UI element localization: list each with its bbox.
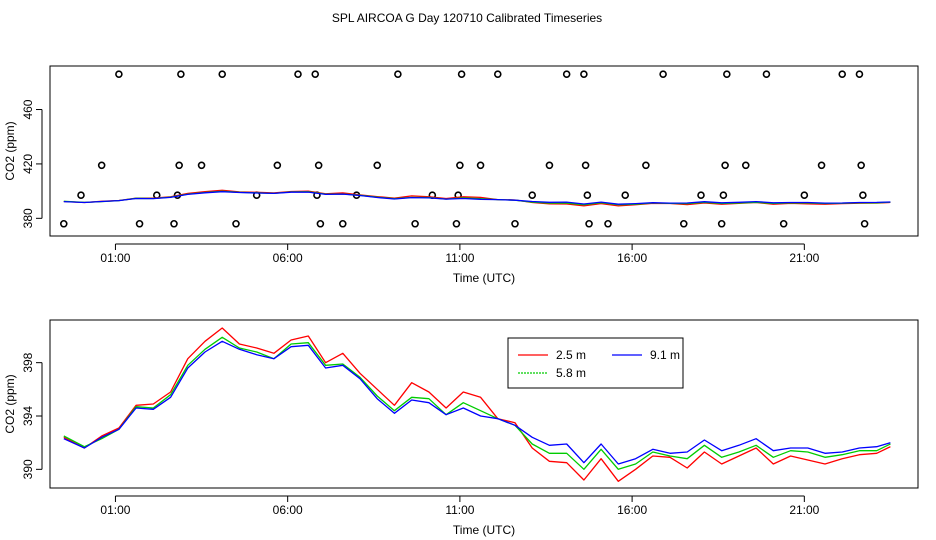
- scatter-point: [604, 219, 612, 228]
- legend-label-2-5m: 2.5 m: [556, 348, 586, 362]
- scatter-point: [411, 219, 419, 228]
- bottom-axes: 01:00 06:00 11:00 16:00 21:00 390 394 398: [21, 352, 820, 517]
- scatter-point: [562, 70, 571, 78]
- top-x-tick-label: 11:00: [445, 251, 474, 265]
- bottom-plot-frame: [49, 319, 919, 489]
- bottom-series-lines: [63, 327, 891, 482]
- scatter-point: [580, 70, 588, 78]
- scatter-point: [679, 219, 688, 228]
- scatter-point: [311, 70, 320, 78]
- top-x-tick-label: 06:00: [273, 251, 303, 265]
- series-line-9-1-m: [63, 340, 891, 465]
- top-x-tick-label: 16:00: [617, 251, 647, 265]
- scatter-point: [115, 70, 123, 78]
- scatter-point: [528, 191, 537, 199]
- scatter-point: [273, 161, 282, 170]
- top-y-tick-label: 420: [21, 154, 35, 174]
- scatter-point: [779, 219, 788, 228]
- scatter-point: [659, 70, 667, 78]
- scatter-point: [721, 161, 729, 170]
- top-y-tick-label: 460: [21, 99, 35, 119]
- scatter-point: [621, 191, 630, 199]
- scatter-point: [197, 161, 206, 170]
- scatter-point: [511, 219, 519, 228]
- legend-label-9-1m: 9.1 m: [650, 348, 680, 362]
- top-x-axis-label: Time (UTC): [453, 271, 515, 285]
- scatter-point: [77, 191, 85, 199]
- scatter-point: [585, 219, 593, 228]
- scatter-point: [476, 161, 485, 170]
- bottom-x-tick-label: 11:00: [445, 503, 474, 517]
- scatter-point: [860, 219, 869, 228]
- series-line-5-8-m: [63, 336, 891, 470]
- series-line-2-5-m: [63, 327, 891, 482]
- bottom-x-axis-label: Time (UTC): [453, 523, 515, 537]
- legend-label-5-8m: 5.8 m: [556, 366, 586, 380]
- chart-title: SPL AIRCOA G Day 120710 Calibrated Times…: [332, 11, 602, 25]
- scatter-point: [59, 219, 68, 228]
- scatter-point: [545, 161, 554, 170]
- scatter-point: [314, 161, 323, 170]
- bottom-y-tick-label: 394: [21, 406, 35, 426]
- bottom-y-tick-label: 398: [21, 352, 35, 372]
- scatter-point: [697, 191, 705, 199]
- bottom-x-tick-label: 01:00: [100, 503, 130, 517]
- scatter-point: [338, 219, 347, 228]
- top-x-tick-label: 21:00: [789, 251, 819, 265]
- scatter-point: [97, 161, 106, 170]
- scatter-point: [135, 219, 144, 228]
- top-series-line-9-1-m: [63, 191, 891, 205]
- scatter-point: [717, 219, 726, 228]
- scatter-point: [218, 70, 227, 78]
- top-axes: 01:00 06:00 11:00 16:00 21:00 380 420 460: [21, 99, 820, 265]
- scatter-point: [817, 161, 826, 170]
- scatter-point: [800, 191, 809, 199]
- scatter-point: [294, 70, 302, 78]
- top-y-tick-label: 380: [21, 208, 35, 228]
- scatter-point: [452, 219, 461, 228]
- legend-box: [507, 337, 684, 389]
- top-x-tick-label: 01:00: [100, 251, 130, 265]
- scatter-point: [741, 161, 750, 170]
- legend: 2.5 m 9.1 m 5.8 m: [507, 337, 684, 389]
- scatter-point: [177, 70, 185, 78]
- scatter-point: [723, 70, 731, 78]
- bottom-x-tick-label: 06:00: [273, 503, 303, 517]
- scatter-point: [170, 219, 178, 228]
- top-y-axis-label: CO2 (ppm): [3, 121, 17, 180]
- scatter-point: [232, 219, 240, 228]
- scatter-point: [457, 70, 466, 78]
- scatter-point: [838, 70, 847, 78]
- scatter-point: [642, 161, 650, 170]
- scatter-point: [762, 70, 771, 78]
- scatter-point: [581, 161, 590, 170]
- bottom-y-tick-label: 390: [21, 459, 35, 479]
- scatter-point: [316, 219, 325, 228]
- bottom-x-tick-label: 21:00: [789, 503, 819, 517]
- scatter-point: [719, 191, 728, 199]
- top-plot-frame: [49, 65, 919, 237]
- top-scatter-points: [59, 70, 869, 228]
- scatter-point: [855, 70, 864, 78]
- scatter-point: [583, 191, 592, 199]
- scatter-point: [373, 161, 382, 170]
- scatter-point: [456, 161, 464, 170]
- scatter-point: [859, 191, 867, 199]
- bottom-y-axis-label: CO2 (ppm): [3, 374, 17, 433]
- top-series-lines: [63, 189, 891, 207]
- scatter-point: [394, 70, 402, 78]
- scatter-point: [857, 161, 865, 170]
- scatter-point: [493, 70, 502, 78]
- scatter-point: [175, 161, 183, 170]
- bottom-x-tick-label: 16:00: [617, 503, 647, 517]
